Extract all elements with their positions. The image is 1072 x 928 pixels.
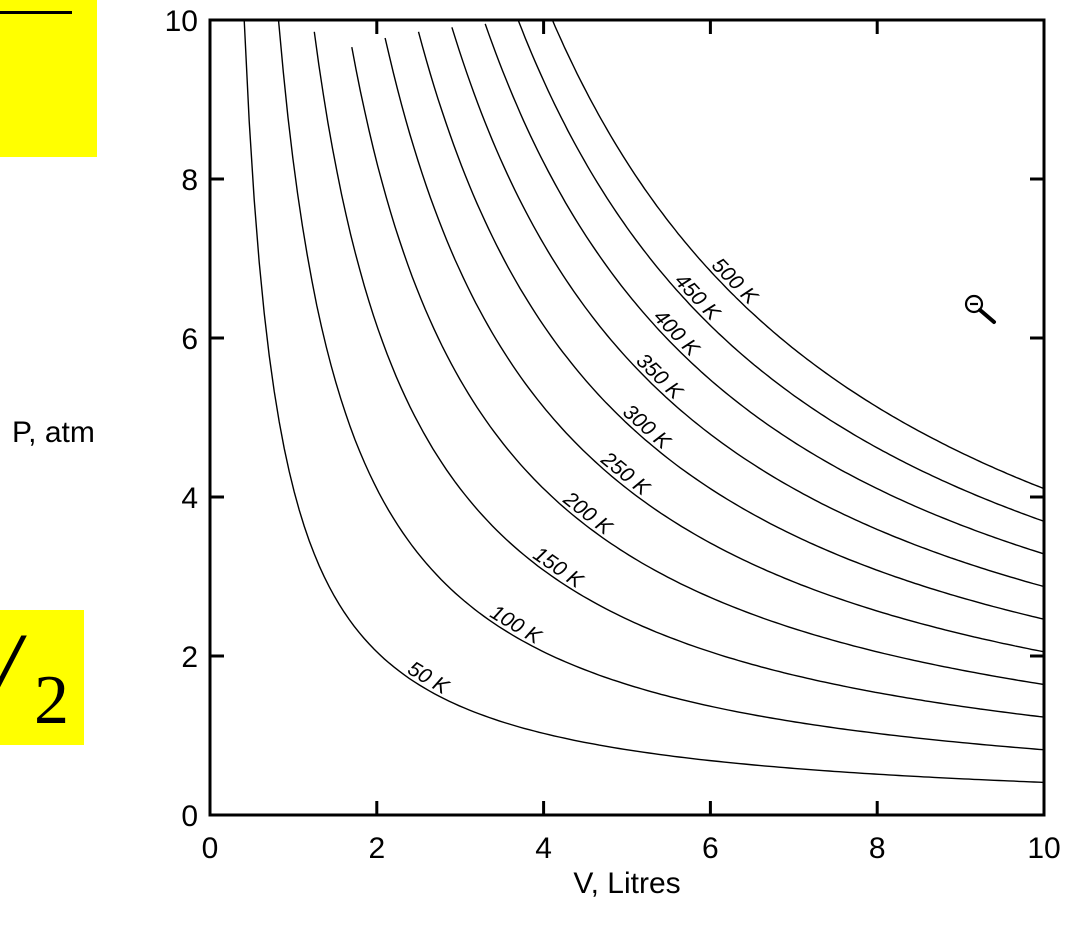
x-tick-label: 6: [702, 832, 719, 865]
x-tick-label: 0: [202, 832, 219, 865]
x-tick-label: 2: [368, 832, 385, 865]
y-tick-labels: 0 2 4 6 8 10: [165, 5, 198, 833]
isotherm-label: 50 K: [404, 657, 454, 699]
isotherm-line: [277, 19, 1045, 751]
y-tick-label: 6: [181, 323, 198, 356]
axis-ticks: [208, 18, 1046, 817]
isotherm-line: [417, 31, 1045, 620]
y-tick-label: 0: [181, 800, 198, 833]
isotherm-line: [351, 46, 1045, 686]
subscript-digit: 2: [34, 662, 69, 739]
isotherm-curves: [243, 19, 1045, 784]
x-tick-label: 8: [869, 832, 886, 865]
fraction-bar: [0, 11, 72, 14]
yellow-subscript-box: / 2: [0, 610, 84, 745]
yellow-fraction-box: [0, 0, 97, 157]
isotherm-label: 250 K: [596, 447, 655, 501]
isotherm-line: [551, 19, 1045, 490]
isotherm-label: 150 K: [529, 542, 588, 593]
isotherm-line: [484, 23, 1045, 555]
isotherm-label: 400 K: [649, 305, 704, 361]
y-axis-label: P, atm: [12, 416, 95, 449]
plot-frame: [208, 18, 1046, 817]
x-axis-label: V, Litres: [573, 867, 680, 900]
isotherm-line: [517, 20, 1045, 522]
isotherm-line: [451, 27, 1045, 588]
slash-glyph: /: [0, 618, 19, 722]
zoom-out-icon[interactable]: [960, 290, 1006, 330]
isotherm-label: 100 K: [486, 601, 546, 650]
isotherm-line: [384, 37, 1045, 653]
y-tick-label: 2: [181, 641, 198, 674]
x-tick-label: 10: [1027, 832, 1060, 865]
isotherm-label: 200 K: [558, 487, 617, 540]
isotherm-line: [243, 19, 1045, 784]
isotherm-line: [313, 31, 1045, 718]
x-tick-labels: 0 2 4 6 8 10: [202, 832, 1061, 865]
isotherm-label: 300 K: [618, 400, 675, 454]
y-tick-label: 4: [181, 482, 198, 515]
y-tick-label: 10: [165, 5, 198, 38]
isotherm-label: 350 K: [632, 349, 688, 404]
x-tick-label: 4: [535, 832, 552, 865]
y-tick-label: 8: [181, 164, 198, 197]
